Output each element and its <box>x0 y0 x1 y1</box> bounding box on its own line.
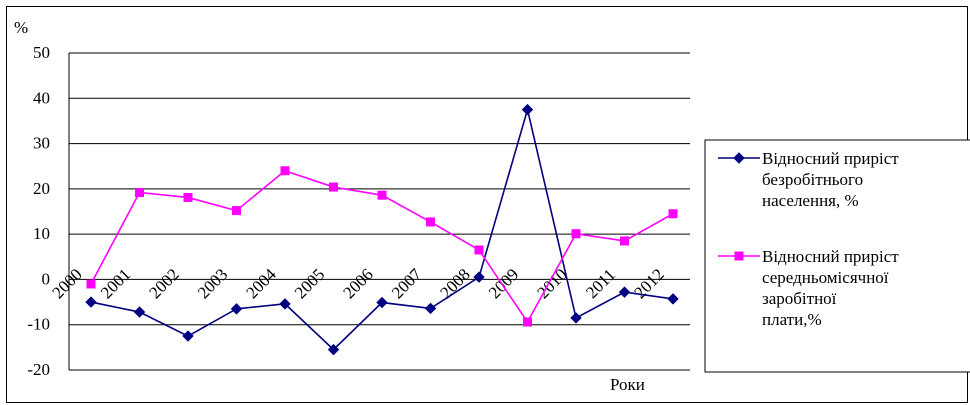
data-point-square <box>280 166 290 176</box>
data-point-diamond <box>473 271 485 283</box>
y-tick-label: 50 <box>33 43 50 62</box>
data-point-diamond <box>667 293 679 305</box>
x-tick-label: 2009 <box>485 265 522 302</box>
data-point-square <box>377 190 387 200</box>
data-point-diamond <box>182 330 194 342</box>
legend-entries: Відносний приріст безробітнього населення,… <box>718 149 899 329</box>
legend-label-line: Відносний приріст <box>762 247 899 266</box>
legend-label-line: безробітнього <box>762 170 863 189</box>
gridlines <box>69 52 690 371</box>
data-point-diamond <box>327 343 340 356</box>
data-point-square <box>183 192 193 202</box>
data-point-square <box>474 245 484 255</box>
data-point-diamond <box>521 103 534 116</box>
x-axis-label: Роки <box>610 375 645 394</box>
legend-entry-1: Відносний приріст безробітнього населення,… <box>718 149 899 210</box>
y-tick-label: 30 <box>33 134 50 153</box>
x-tick-label: 2001 <box>97 265 134 302</box>
y-tick-label: -10 <box>27 315 50 334</box>
x-tick-labels: 2000 2001 2002 2003 2004 2005 2006 2007 2008 2009… <box>48 264 667 302</box>
x-tick-label: 2004 <box>242 264 280 302</box>
data-point-square <box>523 317 532 327</box>
y-tick-label: 20 <box>33 179 50 198</box>
data-point-diamond <box>376 296 388 309</box>
data-point-square <box>668 209 678 219</box>
y-tick-label: -20 <box>27 360 50 379</box>
data-point-diamond <box>733 152 745 164</box>
data-point-square <box>232 206 241 216</box>
x-tick-label: 2002 <box>145 265 182 302</box>
data-point-square <box>329 182 338 192</box>
series-2 <box>86 166 678 327</box>
data-point-square <box>135 187 144 197</box>
data-point-diamond <box>570 312 582 324</box>
data-point-diamond <box>618 286 631 298</box>
data-point-diamond <box>424 302 437 315</box>
legend-label-line: Відносний приріст <box>762 149 899 168</box>
y-tick-labels: -20 -10 0 10 20 30 40 50 <box>27 43 50 379</box>
y-tick-label: 0 <box>42 269 51 288</box>
legend-label-line: середньомісячної <box>762 268 889 287</box>
data-point-square <box>734 251 744 261</box>
series-line <box>90 106 674 351</box>
x-tick-label: 2005 <box>291 265 328 302</box>
legend-label-line: заробітної <box>762 289 837 308</box>
data-point-square <box>571 229 581 239</box>
data-point-square <box>426 217 435 227</box>
data-point-square <box>86 279 96 289</box>
data-point-diamond <box>133 306 146 318</box>
legend-label-line: плати,% <box>762 310 822 329</box>
data-point-square <box>620 236 629 246</box>
series-1 <box>85 103 679 356</box>
data-point-diamond <box>230 303 243 315</box>
x-tick-label: 2011 <box>582 265 619 302</box>
y-axis-label: % <box>14 18 28 37</box>
y-tick-label: 40 <box>33 88 50 107</box>
x-tick-label: 2003 <box>194 265 231 302</box>
legend-label-line: населення, % <box>762 191 859 210</box>
y-tick-label: 10 <box>33 224 50 243</box>
x-tick-label: 2000 <box>48 265 85 302</box>
x-tick-label: 2007 <box>388 264 426 302</box>
series-layer <box>85 103 679 356</box>
legend-entry-2: Відносний приріст середньомісячної заробіт… <box>718 247 899 329</box>
data-point-diamond <box>279 298 291 310</box>
x-tick-label: 2006 <box>339 265 376 302</box>
data-point-diamond <box>85 296 97 308</box>
